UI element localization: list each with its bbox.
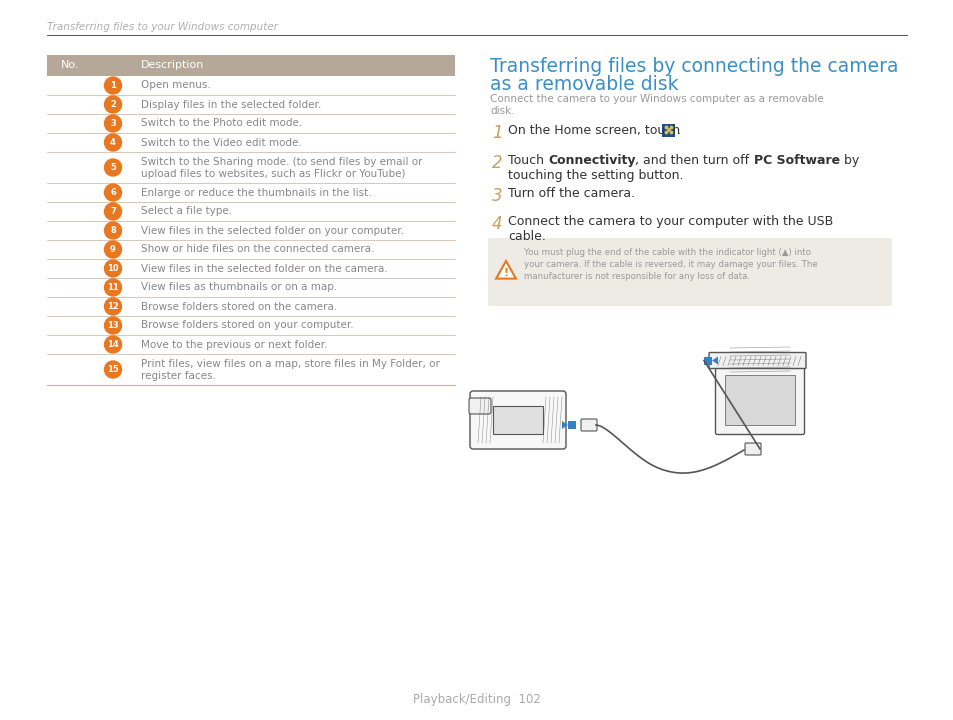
- Text: 15: 15: [107, 365, 119, 374]
- FancyBboxPatch shape: [469, 398, 491, 414]
- Text: Playback/Editing  102: Playback/Editing 102: [413, 693, 540, 706]
- Text: Connect the camera to your computer with the USB: Connect the camera to your computer with…: [507, 215, 832, 228]
- Text: Select a file type.: Select a file type.: [141, 207, 232, 217]
- Text: manufacturer is not responsible for any loss of data.: manufacturer is not responsible for any …: [523, 272, 749, 281]
- Text: Print files, view files on a map, store files in My Folder, or: Print files, view files on a map, store …: [141, 359, 439, 369]
- Text: 1: 1: [110, 81, 116, 90]
- Text: 4: 4: [492, 215, 502, 233]
- FancyBboxPatch shape: [470, 391, 565, 449]
- Circle shape: [105, 298, 121, 315]
- Text: disk.: disk.: [490, 106, 514, 116]
- Circle shape: [105, 361, 121, 378]
- Text: Show or hide files on the connected camera.: Show or hide files on the connected came…: [141, 245, 374, 254]
- Text: Transferring files by connecting the camera: Transferring files by connecting the cam…: [490, 57, 898, 76]
- Circle shape: [105, 260, 121, 277]
- Text: register faces.: register faces.: [141, 371, 215, 381]
- Text: 11: 11: [107, 283, 119, 292]
- Text: Browse folders stored on the camera.: Browse folders stored on the camera.: [141, 302, 337, 312]
- Text: View files in the selected folder on the camera.: View files in the selected folder on the…: [141, 264, 387, 274]
- Text: touching the setting button.: touching the setting button.: [507, 169, 682, 182]
- FancyBboxPatch shape: [708, 353, 805, 369]
- Text: 2: 2: [492, 154, 502, 172]
- Text: 12: 12: [107, 302, 119, 311]
- Text: 5: 5: [110, 163, 116, 172]
- Circle shape: [105, 279, 121, 296]
- Text: 4: 4: [110, 138, 116, 147]
- Text: No.: No.: [61, 60, 79, 71]
- FancyBboxPatch shape: [661, 124, 675, 137]
- FancyBboxPatch shape: [567, 421, 576, 429]
- Text: cable.: cable.: [507, 230, 545, 243]
- Text: 3: 3: [492, 187, 502, 205]
- Text: 1: 1: [492, 124, 502, 142]
- Text: 2: 2: [110, 100, 116, 109]
- Text: by: by: [839, 154, 858, 167]
- Text: 13: 13: [107, 321, 119, 330]
- FancyBboxPatch shape: [493, 406, 542, 434]
- Text: Open menus.: Open menus.: [141, 81, 211, 91]
- Text: Connect the camera to your Windows computer as a removable: Connect the camera to your Windows compu…: [490, 94, 822, 104]
- Text: Display files in the selected folder.: Display files in the selected folder.: [141, 99, 321, 109]
- Circle shape: [670, 131, 672, 134]
- Circle shape: [105, 77, 121, 94]
- Text: PC Software: PC Software: [753, 154, 839, 167]
- FancyBboxPatch shape: [580, 419, 597, 431]
- Circle shape: [670, 126, 672, 129]
- Text: , and then turn off: , and then turn off: [635, 154, 753, 167]
- Text: Switch to the Video edit mode.: Switch to the Video edit mode.: [141, 138, 301, 148]
- FancyBboxPatch shape: [47, 55, 455, 76]
- Text: Touch: Touch: [507, 154, 547, 167]
- Text: your camera. If the cable is reversed, it may damage your files. The: your camera. If the cable is reversed, i…: [523, 260, 817, 269]
- Circle shape: [105, 222, 121, 239]
- Circle shape: [667, 129, 670, 131]
- Text: 10: 10: [107, 264, 119, 273]
- Text: Switch to the Photo edit mode.: Switch to the Photo edit mode.: [141, 119, 302, 128]
- FancyBboxPatch shape: [744, 443, 760, 455]
- Text: 8: 8: [110, 226, 115, 235]
- Text: On the Home screen, touch: On the Home screen, touch: [507, 124, 679, 137]
- Text: Browse folders stored on your computer.: Browse folders stored on your computer.: [141, 320, 354, 330]
- Circle shape: [105, 96, 121, 113]
- Circle shape: [105, 134, 121, 151]
- Text: 9: 9: [110, 245, 115, 254]
- Circle shape: [664, 131, 667, 134]
- Text: Connectivity: Connectivity: [547, 154, 635, 167]
- Text: Enlarge or reduce the thumbnails in the list.: Enlarge or reduce the thumbnails in the …: [141, 187, 372, 197]
- Circle shape: [664, 126, 667, 129]
- Polygon shape: [496, 261, 516, 279]
- Text: Switch to the Sharing mode. (to send files by email or: Switch to the Sharing mode. (to send fil…: [141, 157, 422, 167]
- Circle shape: [105, 203, 121, 220]
- Text: 3: 3: [110, 119, 115, 128]
- Circle shape: [105, 336, 121, 353]
- Text: !: !: [503, 268, 508, 278]
- Text: Transferring files to your Windows computer: Transferring files to your Windows compu…: [47, 22, 277, 32]
- Text: 14: 14: [107, 340, 119, 349]
- FancyBboxPatch shape: [703, 356, 711, 364]
- Text: 6: 6: [110, 188, 116, 197]
- Circle shape: [105, 159, 121, 176]
- FancyBboxPatch shape: [724, 375, 794, 425]
- Circle shape: [105, 317, 121, 334]
- Circle shape: [105, 115, 121, 132]
- Polygon shape: [711, 356, 718, 364]
- Text: as a removable disk: as a removable disk: [490, 75, 678, 94]
- Text: Description: Description: [141, 60, 204, 71]
- Polygon shape: [561, 421, 567, 429]
- FancyBboxPatch shape: [715, 366, 803, 434]
- Text: Move to the previous or next folder.: Move to the previous or next folder.: [141, 340, 327, 349]
- Text: View files in the selected folder on your computer.: View files in the selected folder on you…: [141, 225, 403, 235]
- Circle shape: [105, 241, 121, 258]
- Text: View files as thumbnails or on a map.: View files as thumbnails or on a map.: [141, 282, 337, 292]
- FancyBboxPatch shape: [488, 238, 891, 306]
- Text: Turn off the camera.: Turn off the camera.: [507, 187, 635, 200]
- Text: upload files to websites, such as Flickr or YouTube): upload files to websites, such as Flickr…: [141, 169, 405, 179]
- Text: .: .: [677, 124, 680, 137]
- Text: 7: 7: [110, 207, 115, 216]
- Circle shape: [105, 184, 121, 201]
- Text: You must plug the end of the cable with the indicator light (▲) into: You must plug the end of the cable with …: [523, 248, 810, 257]
